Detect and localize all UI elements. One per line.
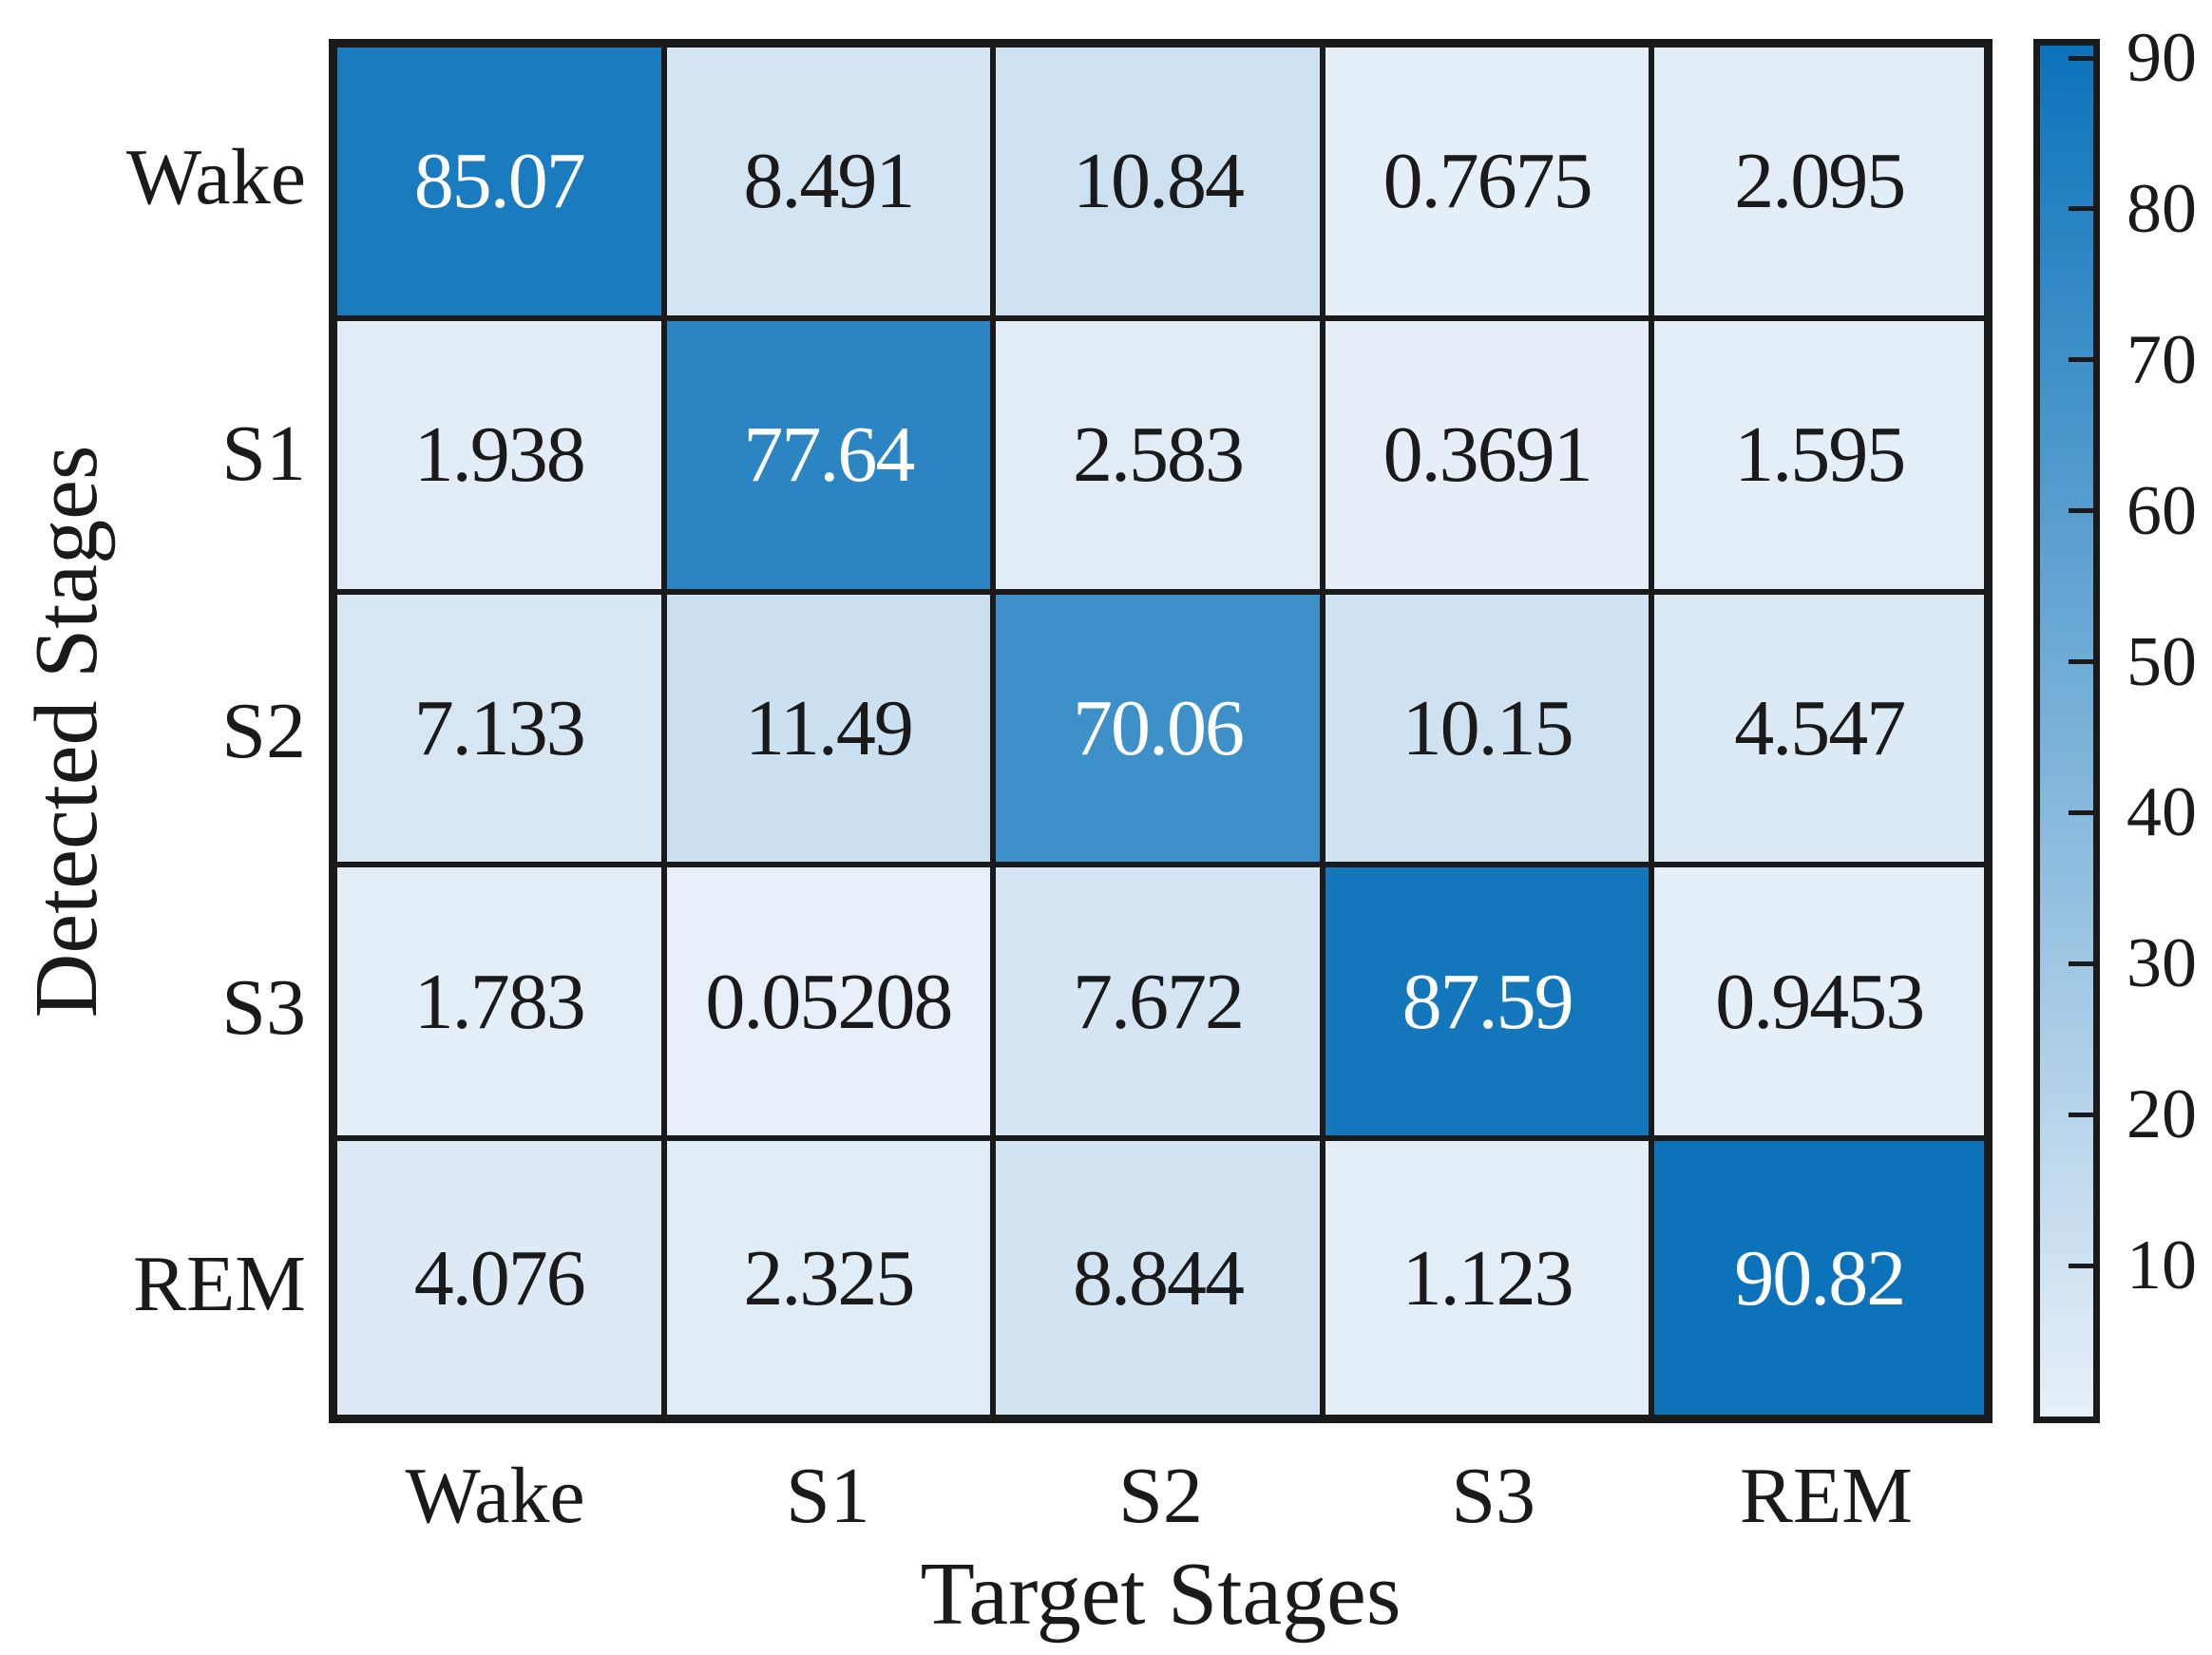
- colorbar-tick-label: 80: [2126, 169, 2197, 248]
- matrix-cell: 11.49: [666, 594, 997, 868]
- colorbar-tick-label: 30: [2126, 924, 2197, 1003]
- matrix-cell: 8.491: [666, 48, 997, 321]
- matrix-cell: 1.123: [1325, 1141, 1655, 1415]
- y-tick-label: S1: [221, 409, 306, 499]
- colorbar-tick-label: 70: [2126, 320, 2197, 399]
- matrix-cell: 0.7675: [1325, 48, 1655, 321]
- matrix-cell: 4.547: [1654, 594, 1984, 868]
- matrix-cell: 1.938: [337, 320, 667, 595]
- y-tick-label: Wake: [125, 132, 306, 221]
- x-tick-label: S3: [1451, 1452, 1536, 1540]
- colorbar-tick-mark: [2069, 55, 2093, 61]
- matrix-cell: 0.05208: [666, 867, 997, 1142]
- matrix-cell: 85.07: [337, 48, 667, 321]
- colorbar-tick-label: 90: [2126, 19, 2197, 98]
- x-tick-label: REM: [1739, 1452, 1913, 1540]
- colorbar-tick-mark: [2069, 1112, 2093, 1117]
- colorbar-tick-label: 60: [2126, 471, 2197, 550]
- x-tick-label: Wake: [405, 1452, 585, 1540]
- matrix-cell: 1.595: [1654, 320, 1984, 595]
- x-tick-label: S2: [1118, 1452, 1203, 1540]
- matrix-cell: 87.59: [1325, 867, 1655, 1142]
- y-tick-label: S3: [221, 962, 306, 1052]
- y-tick-label: REM: [132, 1240, 306, 1329]
- matrix-cell: 8.844: [996, 1141, 1325, 1415]
- matrix-cell: 70.06: [996, 594, 1325, 868]
- colorbar-tick-label: 20: [2126, 1075, 2197, 1154]
- x-tick-label: S1: [785, 1452, 870, 1540]
- confusion-matrix-grid: 85.07 8.491 10.84 0.7675 2.095 1.938 77.64 2.58…: [329, 39, 1993, 1423]
- matrix-cell: 2.095: [1654, 48, 1984, 321]
- colorbar-tick-mark: [2069, 809, 2093, 815]
- colorbar-tick-label: 50: [2126, 622, 2197, 701]
- matrix-cell: 2.583: [996, 320, 1325, 595]
- matrix-cell: 77.64: [666, 320, 997, 595]
- matrix-cell: 10.84: [996, 48, 1325, 321]
- colorbar-tick-mark: [2069, 206, 2093, 212]
- colorbar-tick-mark: [2069, 1263, 2093, 1268]
- matrix-cell: 1.783: [337, 867, 667, 1142]
- x-axis-title: Target Stages: [920, 1545, 1402, 1644]
- matrix-cell: 4.076: [337, 1141, 667, 1415]
- colorbar-tick-mark: [2069, 508, 2093, 514]
- colorbar-tick-mark: [2069, 357, 2093, 363]
- matrix-cell: 2.325: [666, 1141, 997, 1415]
- matrix-cell: 0.9453: [1654, 867, 1984, 1142]
- colorbar-tick-label: 40: [2126, 773, 2197, 852]
- colorbar: [2033, 39, 2100, 1423]
- colorbar-tick-mark: [2069, 659, 2093, 665]
- y-tick-label: S2: [221, 686, 306, 775]
- matrix-cell: 7.672: [996, 867, 1325, 1142]
- matrix-cell: 90.82: [1654, 1141, 1984, 1415]
- matrix-cell: 0.3691: [1325, 320, 1655, 595]
- matrix-cell: 10.15: [1325, 594, 1655, 868]
- colorbar-gradient: [2040, 46, 2093, 1417]
- matrix-cell: 7.133: [337, 594, 667, 868]
- colorbar-tick-mark: [2069, 961, 2093, 966]
- colorbar-tick-label: 10: [2126, 1227, 2197, 1305]
